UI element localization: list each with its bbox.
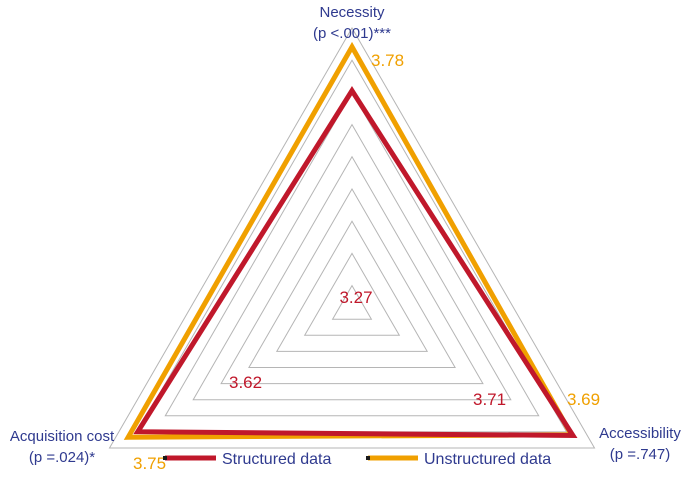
legend-label-structured: Structured data (222, 451, 332, 468)
grid-ring (331, 284, 373, 320)
value-label-structured-acquisition-cost: 3.62 (229, 373, 262, 392)
grid-ring (275, 220, 429, 352)
axis-p-acquisition-cost: (p =.024)* (29, 449, 95, 466)
value-label-unstructured-acquisition-cost: 3.75 (133, 454, 166, 473)
grid-ring (220, 155, 484, 385)
value-label-structured-necessity: 3.27 (339, 288, 372, 307)
grid-ring (192, 123, 512, 401)
series-unstructured-polygon (123, 41, 576, 440)
axis-p-necessity: (p <.001)*** (313, 25, 391, 42)
legend-label-unstructured: Unstructured data (424, 451, 551, 468)
legend: Structured data Unstructured data (163, 451, 551, 468)
axis-p-accessibility: (p =.747) (610, 446, 670, 463)
grid-ring (164, 91, 540, 417)
grid-ring (136, 59, 568, 433)
legend-swatch-unstructured-tick (366, 456, 370, 460)
value-label-structured-accessibility: 3.71 (473, 390, 506, 409)
axis-label-acquisition-cost: Acquisition cost (10, 428, 115, 445)
value-label-unstructured-necessity: 3.78 (371, 51, 404, 70)
grid-ring (108, 27, 596, 449)
grid-rings (108, 27, 596, 449)
legend-swatch-structured-tick (163, 456, 167, 460)
series-structured-polygon (133, 86, 578, 439)
grid-ring (303, 252, 401, 336)
grid-ring (248, 188, 456, 368)
value-label-unstructured-accessibility: 3.69 (567, 390, 600, 409)
axis-label-accessibility: Accessibility (599, 425, 681, 442)
axis-label-necessity: Necessity (319, 4, 385, 21)
